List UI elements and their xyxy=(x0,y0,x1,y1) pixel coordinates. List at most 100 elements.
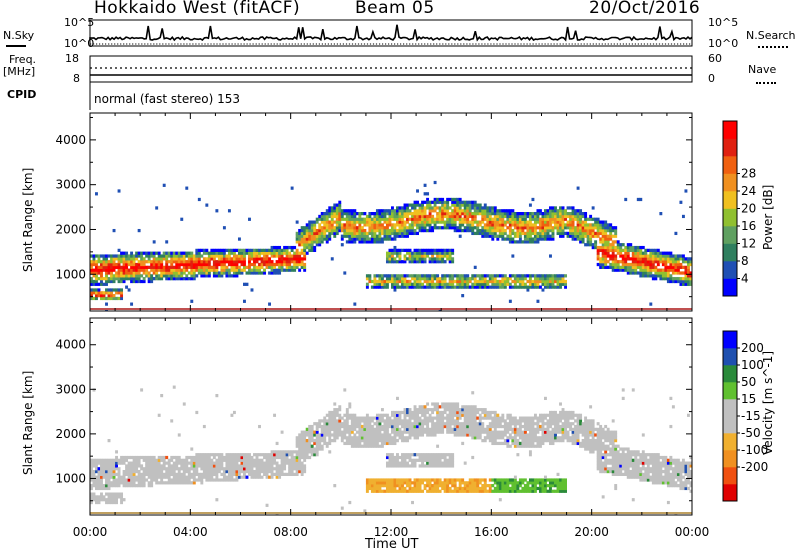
heatmap-cell xyxy=(611,254,615,258)
heatmap-cell xyxy=(122,478,126,482)
heatmap-cell xyxy=(506,282,510,286)
heatmap-cell xyxy=(458,413,462,417)
heatmap-cell xyxy=(248,461,251,465)
heatmap-cell xyxy=(463,461,467,465)
heatmap-cell xyxy=(353,223,357,227)
heatmap-cell xyxy=(538,285,542,289)
heatmap-cell xyxy=(243,455,246,460)
heatmap-cell xyxy=(383,481,387,485)
heatmap-cell xyxy=(375,436,379,440)
heatmap-cell xyxy=(320,427,324,431)
heatmap-cell xyxy=(107,288,111,292)
heatmap-cell xyxy=(421,430,425,434)
heatmap-cell xyxy=(280,472,284,476)
heatmap-cell xyxy=(433,416,437,420)
heatmap-cell xyxy=(127,472,131,476)
heatmap-cell xyxy=(468,285,472,289)
heatmap-cell xyxy=(305,455,309,460)
heatmap-cell xyxy=(486,489,490,493)
heatmap-cell xyxy=(451,257,455,261)
heatmap-cell xyxy=(385,427,389,431)
heatmap-cell xyxy=(403,231,407,236)
heatmap-cell xyxy=(230,265,234,269)
heatmap-cell xyxy=(388,453,392,457)
heatmap-cell xyxy=(90,277,93,281)
heatmap-cell xyxy=(95,498,98,502)
heatmap-cell xyxy=(365,489,369,493)
heatmap-cell xyxy=(275,464,279,468)
heatmap-cell xyxy=(383,419,387,423)
heatmap-cell xyxy=(195,274,199,278)
heatmap-cell xyxy=(629,268,633,272)
heatmap-cell xyxy=(380,484,384,488)
heatmap-cell xyxy=(215,469,219,474)
heatmap-cell xyxy=(451,226,455,230)
heatmap-cell xyxy=(265,254,269,258)
heatmap-cell xyxy=(406,206,409,210)
heatmap-cell xyxy=(205,455,209,460)
heatmap-cell xyxy=(471,478,475,482)
heatmap-cell xyxy=(310,223,314,227)
heatmap-cell xyxy=(350,422,354,426)
heatmap-cell xyxy=(105,484,108,488)
heatmap-cell xyxy=(546,209,550,213)
heatmap-cell xyxy=(97,475,101,479)
heatmap-cell xyxy=(493,413,497,417)
heatmap-cell xyxy=(506,279,510,284)
heatmap-cell xyxy=(416,200,419,204)
heatmap-cell xyxy=(270,472,274,476)
heatmap-cell xyxy=(295,458,299,462)
heatmap-cell xyxy=(140,279,144,284)
heatmap-cell xyxy=(147,481,151,485)
heatmap-cell xyxy=(453,489,457,493)
heatmap-cell xyxy=(278,245,282,250)
heatmap-cell xyxy=(458,217,462,221)
heatmap-cell xyxy=(491,237,495,241)
heatmap-cell xyxy=(451,484,455,488)
heatmap-cell xyxy=(559,231,562,236)
heatmap-cell xyxy=(232,251,236,255)
heatmap-cell xyxy=(180,254,184,258)
heatmap-cell xyxy=(380,478,384,482)
heatmap-cell xyxy=(250,254,254,258)
heatmap-cell xyxy=(365,484,369,488)
heatmap-cell xyxy=(483,489,487,493)
heatmap-cell xyxy=(290,455,294,460)
heatmap-cell xyxy=(391,484,394,488)
heatmap-cell xyxy=(167,277,171,281)
heatmap-cell xyxy=(240,268,244,272)
heatmap-cell xyxy=(137,274,141,278)
heatmap-cell xyxy=(147,484,151,488)
heatmap-cell xyxy=(278,265,282,269)
heatmap-cell xyxy=(318,444,322,448)
heatmap-cell xyxy=(416,484,419,488)
heatmap-cell xyxy=(576,223,580,227)
heatmap-cell xyxy=(293,455,297,460)
heatmap-cell xyxy=(488,422,492,426)
heatmap-cell xyxy=(333,422,337,426)
heatmap-cell xyxy=(669,262,673,267)
heatmap-cell xyxy=(265,265,269,269)
heatmap-cell xyxy=(451,489,455,493)
heatmap-cell xyxy=(212,254,216,258)
heatmap-cell xyxy=(433,197,437,202)
heatmap-cell xyxy=(393,257,397,261)
heatmap-cell xyxy=(348,430,352,434)
heatmap-cell xyxy=(423,214,427,219)
heatmap-cell xyxy=(649,251,653,255)
heatmap-cell xyxy=(461,217,465,221)
heatmap-cell xyxy=(498,484,502,488)
heatmap-cell xyxy=(471,413,475,417)
heatmap-cell xyxy=(385,223,389,227)
heatmap-cell xyxy=(609,226,613,230)
heatmap-cell xyxy=(230,268,234,272)
heatmap-cell xyxy=(320,447,324,451)
heatmap-cell xyxy=(596,262,600,267)
heatmap-cell xyxy=(606,234,610,238)
heatmap-cell xyxy=(478,489,482,493)
heatmap-cell xyxy=(235,461,239,465)
heatmap-cell xyxy=(451,410,455,415)
heatmap-cell xyxy=(516,234,520,238)
heatmap-cell xyxy=(393,433,397,437)
heatmap-cell xyxy=(240,257,244,261)
